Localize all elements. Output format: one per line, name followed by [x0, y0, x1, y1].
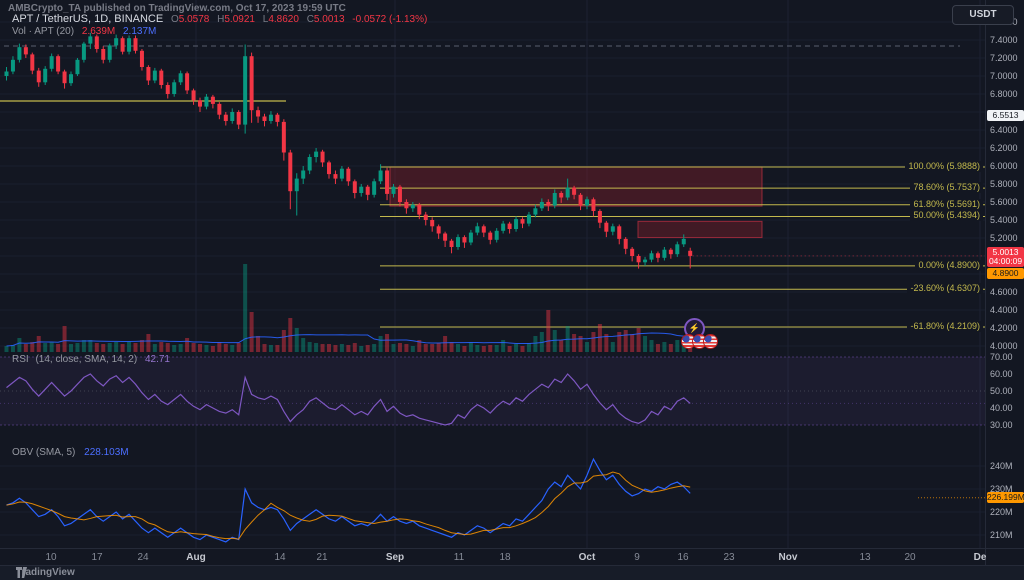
last-price-badge: 5.0013 04:00:09 — [987, 246, 1024, 267]
axis-label: 40.00 — [990, 403, 1013, 413]
open-value: 5.0578 — [178, 14, 210, 25]
time-axis-day-label: 13 — [859, 552, 871, 563]
time-axis-day-label: 21 — [316, 552, 328, 563]
axis-label: 4.4000 — [990, 305, 1018, 315]
time-axis-day-label: 23 — [723, 552, 735, 563]
flag-emoji-icon — [703, 334, 718, 349]
time-axis-day-label: 14 — [274, 552, 286, 563]
axis-label: 5.8000 — [990, 179, 1018, 189]
last-price-value: 5.0013 — [992, 246, 1019, 257]
axis-label: 210M — [990, 530, 1013, 540]
publish-caption: AMBCrypto_TA published on TradingView.co… — [8, 3, 346, 14]
time-axis-month-label: Nov — [778, 552, 798, 563]
change-value: -0.0572 (-1.13%) — [352, 14, 428, 25]
axis-label: 5.6000 — [990, 197, 1018, 207]
axis-label: 230M — [990, 484, 1013, 494]
time-axis-day-label: 17 — [91, 552, 103, 563]
axis-label: 6.0000 — [990, 161, 1018, 171]
high-key: H — [217, 14, 225, 25]
footer-bar: TradingView — [0, 565, 1024, 580]
axis-label: 220M — [990, 507, 1013, 517]
axis-label: 6.4000 — [990, 125, 1018, 135]
axis-label: 30.00 — [990, 420, 1013, 430]
axis-label: 7.4000 — [990, 35, 1018, 45]
time-axis-month-label: Aug — [186, 552, 206, 563]
time-axis-day-label: 18 — [499, 552, 511, 563]
axis-label: 4.2000 — [990, 323, 1018, 333]
axis-label: 50.00 — [990, 386, 1013, 396]
axis-label: 7.0000 — [990, 71, 1018, 81]
rsi-params: (14, close, SMA, 14, 2) — [35, 354, 138, 365]
symbol-title[interactable]: APT / TetherUS, 1D, BINANCE — [12, 13, 164, 25]
time-axis-month-label: Sep — [385, 552, 405, 563]
axis-label: 6.8000 — [990, 89, 1018, 99]
time-axis-day-label: 16 — [677, 552, 689, 563]
tradingview-logo-icon — [16, 567, 27, 578]
obv-ma-value-badge: 226.199M — [987, 491, 1024, 503]
time-axis-day-label: 10 — [45, 552, 57, 563]
axis-label: 4.0000 — [990, 341, 1018, 351]
volume-label: Vol · APT (20) — [12, 26, 75, 37]
axis-label: 7.2000 — [990, 53, 1018, 63]
rsi-legend[interactable]: RSI (14, close, SMA, 14, 2) 42.71 — [12, 354, 170, 365]
volume-legend[interactable]: Vol · APT (20) 2.639M 2.137M — [12, 26, 156, 37]
open-key: O — [170, 14, 179, 25]
time-axis-day-label: 11 — [453, 552, 465, 563]
low-key: L — [262, 14, 269, 25]
time-axis-month-label: De — [973, 552, 987, 563]
axis-label: 240M — [990, 461, 1013, 471]
reaction-emoji-group[interactable] — [681, 334, 718, 349]
close-key: C — [306, 14, 314, 25]
time-axis-day-label: 9 — [634, 552, 640, 563]
tradingview-logo-text: TradingView — [16, 567, 75, 578]
axis-label: 6.2000 — [990, 143, 1018, 153]
tradingview-logo[interactable]: TradingView — [16, 567, 75, 578]
obv-value: 228.103M — [84, 447, 129, 458]
axis-label: 60.00 — [990, 369, 1013, 379]
axis-label: 5.4000 — [990, 215, 1018, 225]
countdown-timer: 04:00:09 — [988, 255, 1023, 266]
level-price-badge: 6.5513 — [987, 110, 1024, 122]
rsi-value: 42.71 — [144, 354, 170, 365]
lightning-icon: ⚡ — [688, 323, 701, 333]
currency-toggle-button[interactable]: USDT — [952, 5, 1014, 25]
obv-label: OBV (SMA, 5) — [12, 447, 76, 458]
volume-value: 2.639M — [81, 26, 116, 37]
axis-label: 70.00 — [990, 352, 1013, 362]
time-axis-day-label: 24 — [137, 552, 149, 563]
time-axis-day-label: 20 — [904, 552, 916, 563]
fib-zero-price-badge: 4.8900 — [987, 267, 1024, 279]
rsi-label: RSI — [12, 354, 29, 365]
price-scale[interactable]: 6.5513 5.0013 04:00:09 4.8900 226.199M 7… — [985, 0, 1024, 565]
low-value: 4.8620 — [268, 14, 299, 25]
time-axis-month-label: Oct — [578, 552, 596, 563]
symbol-legend[interactable]: APT / TetherUS, 1D, BINANCE O5.0578 H5.0… — [12, 13, 427, 25]
obv-legend[interactable]: OBV (SMA, 5) 228.103M — [12, 447, 129, 458]
high-value: 5.0921 — [224, 14, 255, 25]
axis-label: 4.6000 — [990, 287, 1018, 297]
volume-ma-value: 2.137M — [123, 26, 157, 37]
time-scale[interactable]: 10 17 24 Aug 14 21 Sep 11 18 Oct 9 16 23 Nov 13 20 De — [0, 548, 1024, 566]
chart-canvas[interactable] — [0, 0, 985, 548]
axis-label: 5.2000 — [990, 233, 1018, 243]
close-value: 5.0013 — [313, 14, 345, 25]
